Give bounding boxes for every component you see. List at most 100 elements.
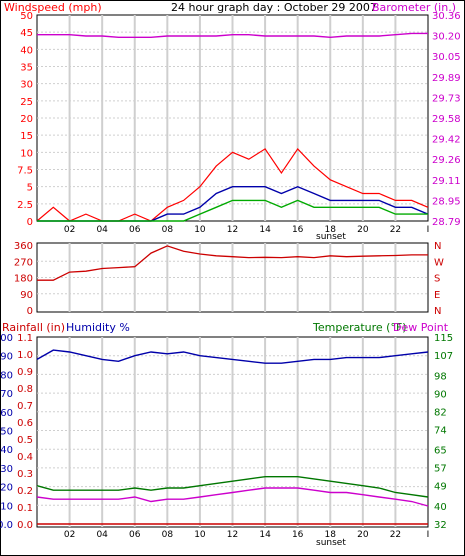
barometer-y-tick-label: 30.36 [432, 11, 461, 22]
dewpoint-axis-label: Dew Point [393, 321, 449, 334]
x-tick-label: 10 [194, 225, 206, 235]
windspeed-low-series [37, 199, 428, 222]
axis-layer: 0 2.5 5 7.5 10 15 20 25 30 35 40 45 50 28.79 28.95 29.1… [0, 11, 461, 540]
x-tick-label: 12 [227, 225, 238, 235]
rainfall-y-tick-label: 0.8 [17, 384, 33, 395]
humidity-y-tick-label: 20 [0, 483, 13, 494]
x-tick-label: 22 [390, 530, 401, 540]
temperature-axis-label: Temperature (°F) [312, 321, 407, 334]
sunset-label-top: sunset [316, 232, 346, 242]
rainfall-y-tick-label: 0.4 [17, 452, 33, 463]
rainfall-y-tick-label: 1.0 [17, 350, 33, 361]
wind-y-tick-label: 15 [20, 131, 33, 142]
x-tick-label: 04 [96, 530, 108, 540]
direction-y-tick-label: 0 [27, 306, 33, 317]
sunset-label-bottom: sunset [316, 538, 346, 548]
humidity-y-tick-label: 0.0 [0, 520, 13, 531]
rainfall-y-tick-label: 0.1 [17, 503, 33, 514]
direction-letter-label: E [434, 290, 440, 301]
direction-y-tick-label: 270 [14, 257, 33, 268]
x-tick-label: 02 [64, 530, 75, 540]
x-tick-label: 18 [325, 225, 337, 235]
temperature-series [36, 476, 429, 498]
direction-y-tick-label: 90 [20, 290, 33, 301]
x-tick-label: 06 [129, 530, 141, 540]
wind-y-tick-label: 50 [20, 11, 33, 22]
rainfall-y-tick-label: 0.0 [17, 520, 33, 531]
x-tick-label: 16 [292, 530, 304, 540]
barometer-y-tick-label: 29.89 [432, 73, 461, 84]
rainfall-axis-label: Rainfall (in) [2, 321, 65, 334]
rainfall-y-tick-label: 0.3 [17, 469, 33, 480]
windspeed-axis-label: Windspeed (mph) [4, 1, 102, 14]
humidity-y-tick-label: 40 [0, 445, 13, 456]
rainfall-y-tick-label: 1.1 [17, 333, 33, 344]
temperature-y-tick-label: 74 [434, 425, 447, 436]
x-tick-label: 10 [194, 530, 206, 540]
x-tick-label: 18 [325, 530, 337, 540]
wind-y-tick-label: 20 [20, 114, 33, 125]
humidity-y-tick-label: 30 [0, 464, 13, 475]
x-tick-label: 14 [259, 225, 271, 235]
wind-y-tick-label: 10 [20, 148, 33, 159]
temperature-y-tick-label: 82 [434, 407, 447, 418]
temperature-y-tick-label: 49 [434, 482, 447, 493]
wind-y-tick-label: 5 [27, 183, 33, 194]
x-tick-label: 02 [64, 225, 75, 235]
rainfall-y-tick-label: 0.6 [17, 418, 33, 429]
barometer-y-tick-label: 29.73 [432, 93, 461, 104]
humidity-axis-label: Humidity % [66, 321, 130, 334]
x-tick-label: I [427, 530, 430, 540]
barometer-y-tick-label: 28.95 [432, 196, 461, 207]
humidity-series [36, 349, 429, 364]
dewpoint-series [36, 487, 429, 507]
temperature-y-tick-label: 65 [434, 446, 447, 457]
barometer-y-tick-label: 28.79 [432, 217, 461, 228]
direction-y-tick-label: 360 [14, 241, 33, 252]
wind-y-tick-label: 7.5 [17, 166, 33, 177]
rainfall-y-tick-label: 0.5 [17, 435, 33, 446]
wind-y-tick-label: 0 [27, 217, 33, 228]
x-tick-label: 20 [357, 530, 369, 540]
barometer-y-tick-label: 29.26 [432, 155, 461, 166]
x-tick-label: I [427, 225, 430, 235]
x-tick-label: 14 [259, 530, 271, 540]
x-tick-label: 08 [162, 225, 174, 235]
humidity-y-tick-label: 10 [0, 501, 13, 512]
temperature-y-tick-label: 107 [434, 351, 453, 362]
x-tick-label: 22 [390, 225, 401, 235]
wind-y-tick-label: 25 [20, 97, 33, 108]
humidity-y-tick-label: 80 [0, 370, 13, 381]
barometer-y-tick-label: 29.42 [432, 135, 461, 146]
humidity-y-tick-label: 100 [0, 333, 13, 344]
x-tick-label: 16 [292, 225, 304, 235]
barometer-y-tick-label: 29.11 [432, 176, 461, 187]
humidity-y-tick-label: 50 [0, 427, 13, 438]
barometer-y-tick-label: 30.20 [432, 32, 461, 43]
barometer-y-tick-label: 30.05 [432, 52, 461, 63]
x-tick-label: 04 [96, 225, 108, 235]
humidity-y-tick-label: 90 [0, 352, 13, 363]
rainfall-y-tick-label: 0.2 [17, 486, 33, 497]
wind-y-tick-label: 35 [20, 63, 33, 74]
rainfall-y-tick-label: 0.7 [17, 401, 33, 412]
chart-title: 24 hour graph day : October 29 2007 [171, 1, 377, 14]
temperature-y-tick-label: 90 [434, 389, 447, 400]
barometer-axis-label: Barometer (in.) [372, 1, 456, 14]
wind-y-tick-label: 45 [20, 28, 33, 39]
wind-y-tick-label: 2.5 [17, 200, 33, 211]
wind-direction-series [37, 245, 428, 281]
x-tick-label: 06 [129, 225, 141, 235]
direction-letter-label: N [434, 241, 441, 252]
x-tick-label: 20 [357, 225, 369, 235]
series-layer [36, 32, 429, 525]
temperature-y-tick-label: 40 [434, 502, 447, 513]
grid-layer [37, 15, 428, 527]
humidity-y-tick-label: 70 [0, 389, 13, 400]
wind-y-tick-label: 40 [20, 45, 33, 56]
wind-y-tick-label: 30 [20, 80, 33, 91]
x-tick-label: 08 [162, 530, 174, 540]
direction-y-tick-label: 180 [14, 274, 33, 285]
direction-letter-label: S [434, 274, 440, 285]
